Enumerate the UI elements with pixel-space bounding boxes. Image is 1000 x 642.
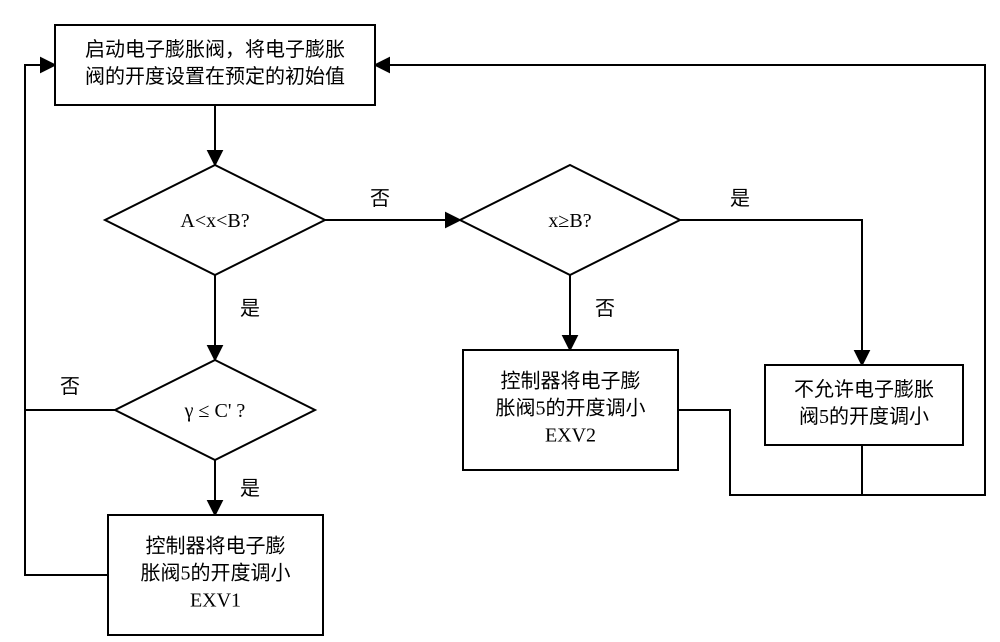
node-text-start-0: 启动电子膨胀阀，将电子膨胀 — [85, 38, 345, 61]
node-text-p_deny-1: 阀5的开度调小 — [799, 405, 929, 428]
edge-e4 — [680, 220, 862, 365]
node-text-p_exv2-0: 控制器将电子膨 — [501, 370, 641, 393]
flowchart: 否是是否是否启动电子膨胀阀，将电子膨胀阀的开度设置在预定的初始值A<x<B?x≥… — [0, 0, 1000, 642]
node-text-start-1: 阀的开度设置在预定的初始值 — [85, 65, 345, 88]
edge-label-e7: 否 — [60, 376, 80, 398]
node-start — [55, 25, 375, 105]
node-text-p_exv1-1: 胀阀5的开度调小 — [141, 562, 291, 585]
edge-e8 — [25, 65, 108, 575]
edge-e7 — [25, 65, 115, 410]
node-text-p_exv1-2: EXV1 — [190, 590, 241, 612]
node-text-d2: x≥B? — [548, 210, 591, 232]
edge-label-e2: 否 — [370, 188, 390, 210]
node-text-p_exv2-2: EXV2 — [545, 425, 596, 447]
node-text-p_exv2-1: 胀阀5的开度调小 — [496, 397, 646, 420]
node-text-d3: γ ≤ C' ? — [184, 400, 246, 422]
node-text-p_deny-0: 不允许电子膨胀 — [794, 378, 934, 401]
edge-label-e4: 是 — [730, 188, 750, 210]
node-p_deny — [765, 365, 963, 445]
node-text-p_exv1-0: 控制器将电子膨 — [146, 535, 286, 558]
edge-label-e3: 是 — [240, 298, 260, 320]
edge-label-e6: 是 — [240, 478, 260, 500]
edge-label-e5: 否 — [595, 298, 615, 320]
node-text-d1: A<x<B? — [180, 210, 249, 232]
